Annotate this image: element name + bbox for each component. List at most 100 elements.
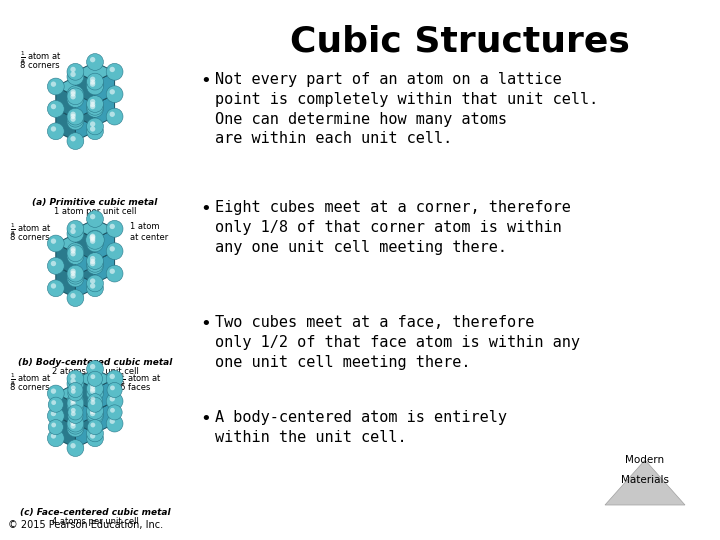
Circle shape [71,401,76,407]
Circle shape [67,267,84,284]
Polygon shape [56,394,76,426]
Circle shape [67,220,84,237]
Circle shape [90,77,95,82]
Circle shape [87,394,102,409]
Circle shape [107,108,123,125]
Circle shape [71,136,76,141]
Circle shape [86,53,104,70]
Circle shape [67,397,84,415]
Circle shape [109,268,115,274]
Circle shape [86,280,104,296]
Circle shape [48,100,64,117]
Circle shape [86,253,104,269]
Circle shape [90,239,95,244]
Circle shape [48,408,64,424]
Circle shape [71,374,76,379]
Circle shape [50,239,56,244]
Circle shape [87,420,102,435]
Circle shape [48,420,63,435]
Circle shape [109,112,115,117]
Circle shape [67,248,84,265]
Circle shape [48,397,63,412]
Text: Materials: Materials [621,475,669,485]
Polygon shape [76,219,114,239]
Circle shape [71,386,76,390]
Text: •: • [200,200,211,218]
Circle shape [89,234,95,240]
Circle shape [90,259,95,264]
Polygon shape [56,244,76,276]
Circle shape [67,243,84,260]
Circle shape [67,63,84,80]
Text: •: • [200,72,211,90]
Circle shape [86,98,104,115]
Circle shape [67,395,84,411]
Polygon shape [76,109,95,141]
Circle shape [107,415,123,432]
Circle shape [71,246,76,252]
Circle shape [48,280,64,296]
Circle shape [107,86,123,103]
Circle shape [90,364,95,369]
Circle shape [71,389,76,394]
Circle shape [110,386,115,390]
Circle shape [90,126,95,132]
Circle shape [90,214,95,219]
Circle shape [68,386,83,401]
Circle shape [90,102,95,107]
Polygon shape [56,406,95,426]
Circle shape [71,271,76,276]
Text: 8 corners: 8 corners [10,233,50,242]
Polygon shape [76,229,95,261]
Circle shape [109,374,115,379]
Polygon shape [76,62,114,82]
Circle shape [48,235,64,252]
Circle shape [86,408,104,424]
Text: •: • [200,315,211,333]
Text: (a) Primitive cubic metal: (a) Primitive cubic metal [32,198,158,207]
Circle shape [50,388,56,394]
Circle shape [86,255,104,272]
Polygon shape [95,379,114,411]
Polygon shape [76,241,114,261]
Circle shape [86,406,104,422]
Circle shape [67,370,84,387]
Circle shape [90,122,95,127]
Polygon shape [76,266,95,298]
Circle shape [67,417,84,434]
Circle shape [90,284,95,289]
Circle shape [107,265,123,282]
Polygon shape [76,394,95,426]
Text: $\frac{1}{8}$ atom at: $\frac{1}{8}$ atom at [10,372,52,388]
Circle shape [71,293,76,299]
Circle shape [71,89,76,94]
Polygon shape [76,401,95,434]
Circle shape [109,224,115,229]
Polygon shape [76,86,95,119]
Circle shape [90,383,95,389]
Circle shape [90,104,95,109]
Circle shape [67,270,84,287]
Polygon shape [76,84,114,104]
Circle shape [110,408,115,413]
Circle shape [48,430,64,447]
Circle shape [109,89,115,94]
Circle shape [68,408,83,423]
Polygon shape [56,266,76,298]
Circle shape [86,123,104,140]
Circle shape [71,72,76,77]
Circle shape [90,237,95,242]
Circle shape [90,261,95,266]
Circle shape [107,370,123,387]
Circle shape [109,418,115,424]
Text: Modern: Modern [626,455,665,465]
Circle shape [109,67,115,72]
Text: Two cubes meet at a face, therefore
only 1/2 of that face atom is within any
one: Two cubes meet at a face, therefore only… [215,315,580,369]
Circle shape [86,230,104,247]
Circle shape [86,76,104,93]
Circle shape [48,385,64,402]
Circle shape [90,406,95,411]
Circle shape [67,265,84,282]
Circle shape [67,420,84,437]
Circle shape [48,78,64,95]
